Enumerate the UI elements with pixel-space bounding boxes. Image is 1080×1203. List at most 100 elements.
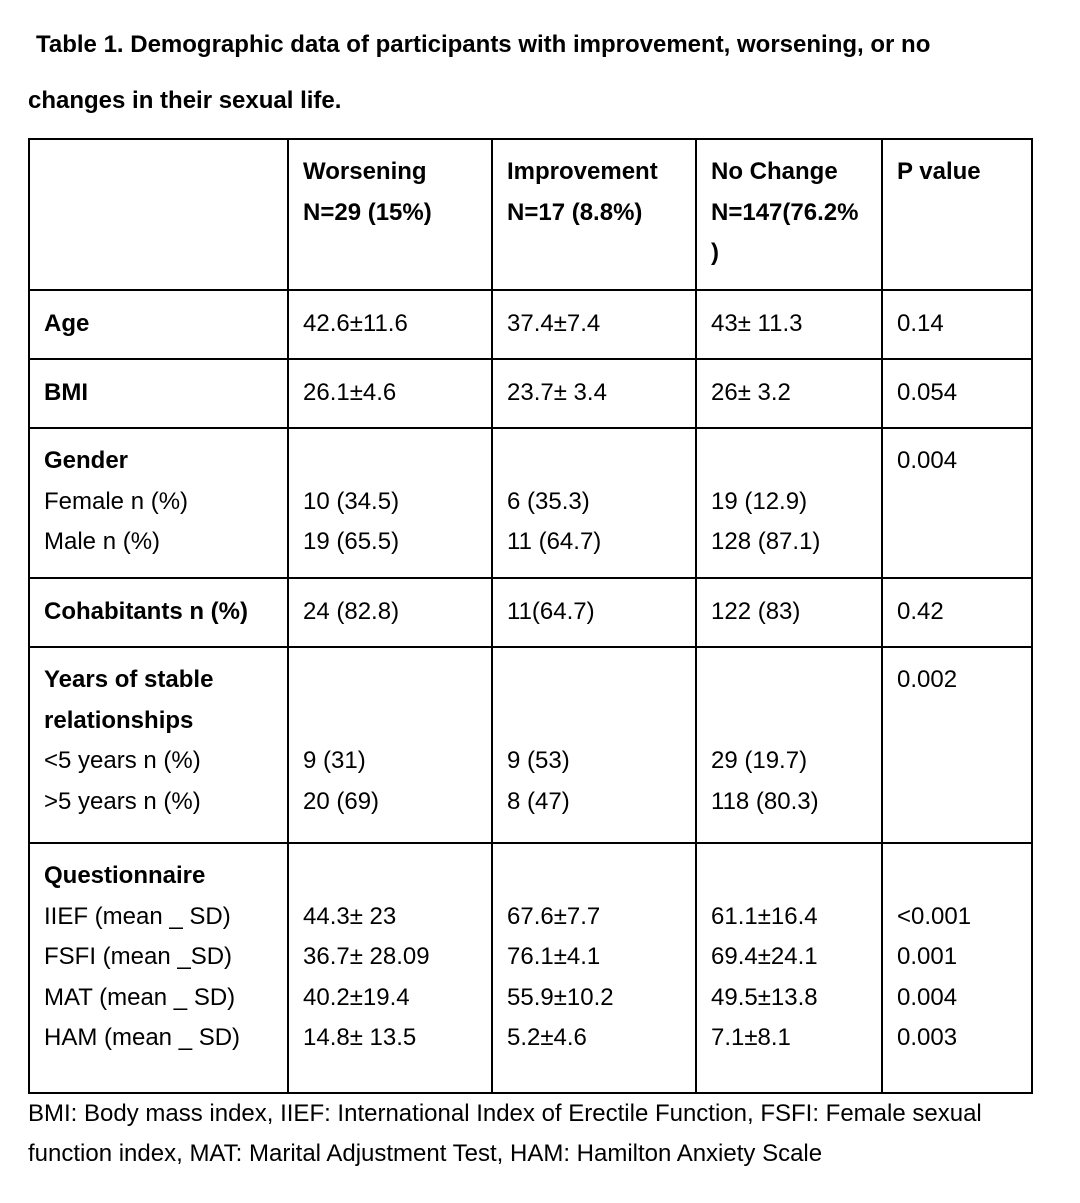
years-worsening-lt5: 9 (31) [303, 747, 366, 774]
row-label-gender: Gender Female n (%) Male n (%) [28, 427, 289, 579]
lt5-label: <5 years n (%) [44, 747, 201, 774]
gender-improvement: 6 (35.3) 11 (64.7) [491, 427, 697, 579]
header-improvement-label: Improvement [507, 158, 658, 185]
questionnaire-label: Questionnaire [44, 862, 206, 889]
header-improvement: Improvement N=17 (8.8%) [491, 138, 697, 291]
fsfi-no-change: 69.4±24.1 [711, 943, 818, 970]
footnote-line-1: BMI: Body mass index, IIEF: Internationa… [28, 1100, 982, 1127]
header-worsening-label: Worsening [303, 158, 427, 185]
cohabitants-no-change: 122 (83) [695, 577, 883, 648]
gt5-label: >5 years n (%) [44, 787, 201, 815]
table-title-line-1: Table 1. Demographic data of participant… [36, 31, 931, 58]
table-row-age: Age 42.6±11.6 37.4±7.4 43± 11.3 0.14 [28, 289, 1033, 360]
header-p-value: P value [881, 138, 1033, 291]
header-improvement-n: N=17 (8.8%) [507, 198, 643, 226]
years-label-line-2: relationships [44, 706, 194, 734]
row-label-years: Years of stable relationships <5 years n… [28, 646, 289, 844]
mat-p-value: 0.004 [897, 983, 958, 1011]
age-improvement: 37.4±7.4 [491, 289, 697, 360]
questionnaire-p-value: <0.001 0.001 0.004 0.003 [881, 842, 1033, 1094]
questionnaire-improvement: 67.6±7.7 76.1±4.1 55.9±10.2 5.2±4.6 [491, 842, 697, 1094]
years-worsening-gt5: 20 (69) [303, 787, 380, 815]
gender-p-value-text: 0.004 [897, 447, 958, 474]
demographics-table: Worsening N=29 (15%) Improvement N=17 (8… [28, 138, 1033, 1094]
iief-no-change: 61.1±16.4 [711, 902, 818, 930]
bmi-p-value: 0.054 [881, 358, 1033, 429]
iief-p-value: <0.001 [897, 902, 972, 930]
ham-label: HAM (mean _ SD) [44, 1024, 241, 1051]
bmi-no-change: 26± 3.2 [695, 358, 883, 429]
row-label-age: Age [28, 289, 289, 360]
header-no-change-label: No Change [711, 158, 838, 185]
questionnaire-worsening: 44.3± 23 36.7± 28.09 40.2±19.4 14.8± 13.… [287, 842, 493, 1094]
years-no-change-gt5: 118 (80.3) [711, 787, 819, 815]
questionnaire-no-change: 61.1±16.4 69.4±24.1 49.5±13.8 7.1±8.1 [695, 842, 883, 1094]
years-worsening: 9 (31) 20 (69) [287, 646, 493, 844]
ham-p-value: 0.003 [897, 1024, 958, 1051]
table-row-cohabitants: Cohabitants n (%) 24 (82.8) 11(64.7) 122… [28, 577, 1033, 648]
table-row-questionnaire: Questionnaire IIEF (mean _ SD) FSFI (mea… [28, 842, 1033, 1094]
header-worsening: Worsening N=29 (15%) [287, 138, 493, 291]
fsfi-p-value: 0.001 [897, 943, 958, 970]
iief-label: IIEF (mean _ SD) [44, 902, 231, 930]
table-row-gender: Gender Female n (%) Male n (%) 10 (34.5)… [28, 427, 1033, 579]
years-no-change: 29 (19.7) 118 (80.3) [695, 646, 883, 844]
row-label-questionnaire: Questionnaire IIEF (mean _ SD) FSFI (mea… [28, 842, 289, 1094]
mat-label: MAT (mean _ SD) [44, 983, 236, 1011]
age-worsening: 42.6±11.6 [287, 289, 493, 360]
female-label: Female n (%) [44, 487, 189, 515]
fsfi-label: FSFI (mean _SD) [44, 943, 233, 970]
table-title-line-2: changes in their sexual life. [28, 87, 342, 114]
header-row: Worsening N=29 (15%) Improvement N=17 (8… [28, 138, 1033, 291]
row-label-cohabitants: Cohabitants n (%) [28, 577, 289, 648]
header-no-change: No Change N=147(76.2% ) [695, 138, 883, 291]
gender-improvement-male: 11 (64.7) [507, 528, 602, 555]
years-p-value-text: 0.002 [897, 666, 958, 693]
years-no-change-lt5: 29 (19.7) [711, 747, 808, 774]
bmi-worsening: 26.1±4.6 [287, 358, 493, 429]
table-row-years: Years of stable relationships <5 years n… [28, 646, 1033, 844]
mat-no-change: 49.5±13.8 [711, 983, 818, 1011]
ham-no-change: 7.1±8.1 [711, 1024, 791, 1051]
row-label-bmi: BMI [28, 358, 289, 429]
age-no-change: 43± 11.3 [695, 289, 883, 360]
bmi-label: BMI [44, 379, 88, 407]
gender-worsening-male: 19 (65.5) [303, 528, 400, 555]
age-label: Age [44, 310, 90, 338]
cohabitants-label: Cohabitants n (%) [44, 598, 248, 626]
gender-improvement-female: 6 (35.3) [507, 487, 590, 515]
gender-no-change-female: 19 (12.9) [711, 487, 808, 515]
table-footnote: BMI: Body mass index, IIEF: Internationa… [28, 1094, 982, 1174]
years-improvement-gt5: 8 (47) [507, 787, 570, 815]
years-label-line-1: Years of stable [44, 666, 214, 693]
cohabitants-p-value: 0.42 [881, 577, 1033, 648]
years-p-value: 0.002 [881, 646, 1033, 844]
cohabitants-worsening: 24 (82.8) [287, 577, 493, 648]
mat-worsening: 40.2±19.4 [303, 983, 410, 1011]
gender-worsening: 10 (34.5) 19 (65.5) [287, 427, 493, 579]
table-row-bmi: BMI 26.1±4.6 23.7± 3.4 26± 3.2 0.054 [28, 358, 1033, 429]
bmi-improvement: 23.7± 3.4 [491, 358, 697, 429]
years-improvement-lt5: 9 (53) [507, 747, 570, 774]
header-no-change-n: N=147(76.2% [711, 198, 859, 226]
iief-worsening: 44.3± 23 [303, 902, 397, 930]
age-p-value: 0.14 [881, 289, 1033, 360]
gender-label: Gender [44, 447, 129, 474]
gender-worsening-female: 10 (34.5) [303, 487, 400, 515]
gender-no-change-male: 128 (87.1) [711, 528, 821, 555]
mat-improvement: 55.9±10.2 [507, 983, 614, 1011]
iief-improvement: 67.6±7.7 [507, 902, 601, 930]
header-no-change-n-cont: ) [711, 239, 719, 266]
fsfi-worsening: 36.7± 28.09 [303, 943, 430, 970]
fsfi-improvement: 76.1±4.1 [507, 943, 601, 970]
ham-worsening: 14.8± 13.5 [303, 1024, 417, 1051]
gender-p-value: 0.004 [881, 427, 1033, 579]
years-improvement: 9 (53) 8 (47) [491, 646, 697, 844]
header-worsening-n: N=29 (15%) [303, 198, 432, 226]
footnote-line-2: function index, MAT: Marital Adjustment … [28, 1140, 823, 1167]
cohabitants-improvement: 11(64.7) [491, 577, 697, 648]
header-p-value-label: P value [897, 158, 981, 185]
male-label: Male n (%) [44, 528, 161, 555]
ham-improvement: 5.2±4.6 [507, 1024, 587, 1051]
header-empty-cell [28, 138, 289, 291]
